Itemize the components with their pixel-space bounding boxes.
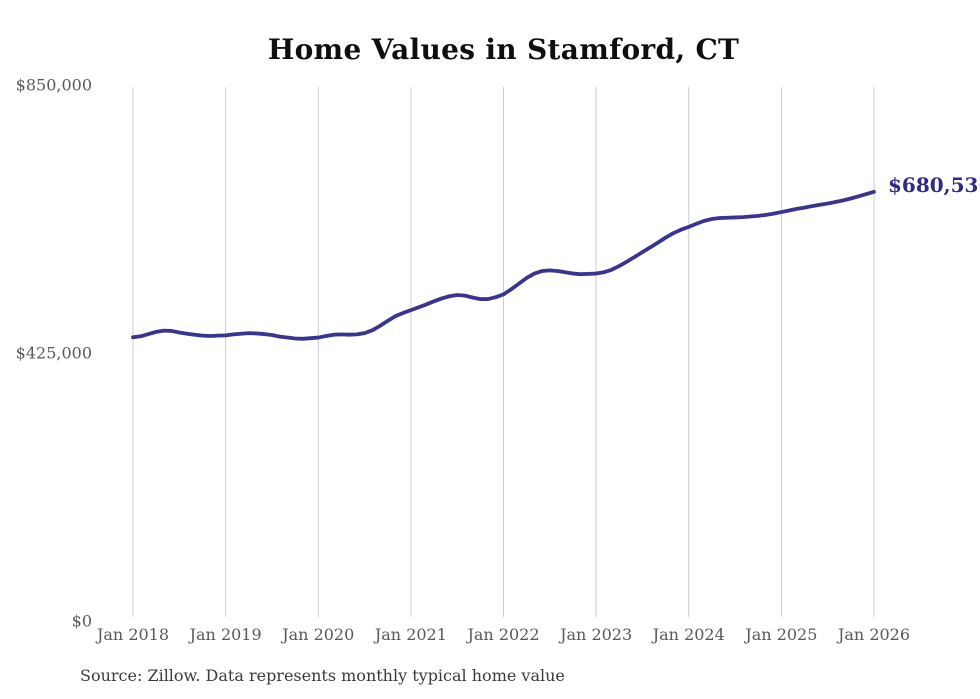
x-tick-label: Jan 2020: [280, 625, 354, 644]
x-tick-label: Jan 2019: [188, 625, 262, 644]
x-tick-label: Jan 2018: [95, 625, 169, 644]
x-tick-label: Jan 2022: [465, 625, 539, 644]
home-value-line: [131, 189, 876, 341]
x-tick-label: Jan 2021: [373, 625, 447, 644]
x-tick-label: Jan 2026: [836, 625, 910, 644]
gridlines-group: [132, 87, 875, 617]
y-axis-labels: $0 $425,000 $850,000: [16, 76, 92, 631]
chart-title: Home Values in Stamford, CT: [267, 33, 740, 66]
x-tick-label: Jan 2024: [651, 625, 725, 644]
x-tick-label: Jan 2023: [558, 625, 632, 644]
y-tick-label: $850,000: [16, 76, 92, 95]
latest-value-label: $680,536: [888, 173, 980, 197]
x-tick-label: Jan 2025: [743, 625, 817, 644]
y-tick-label: $0: [72, 612, 92, 631]
source-note: Source: Zillow. Data represents monthly …: [80, 666, 565, 685]
x-axis-labels: Jan 2018 Jan 2019 Jan 2020 Jan 2021 Jan 2022…: [95, 625, 910, 644]
y-tick-label: $425,000: [16, 344, 92, 363]
